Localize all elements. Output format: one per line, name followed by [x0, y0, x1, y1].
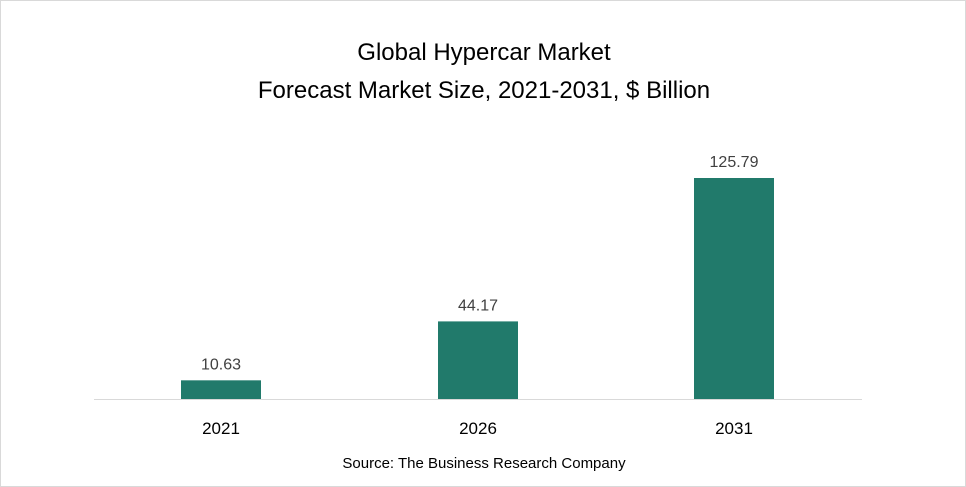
value-label-2026: 44.17 — [458, 297, 498, 314]
bar-2021 — [181, 380, 261, 399]
x-tick-label-2026: 2026 — [459, 419, 497, 438]
value-labels-group: 10.63 44.17 125.79 — [201, 154, 759, 373]
x-tick-label-2031: 2031 — [715, 419, 753, 438]
value-label-2031: 125.79 — [710, 154, 759, 171]
bars-group — [181, 178, 774, 399]
chart-title-line-1: Global Hypercar Market — [357, 39, 611, 66]
value-label-2021: 10.63 — [201, 356, 241, 373]
bar-2031 — [694, 178, 774, 399]
x-tick-label-2021: 2021 — [202, 419, 240, 438]
chart-title-line-2: Forecast Market Size, 2021-2031, $ Billi… — [257, 77, 711, 104]
category-labels-group: 2021 2026 2031 — [202, 419, 753, 438]
source-note: Source: The Business Research Company — [342, 455, 626, 472]
bar-2026 — [438, 321, 518, 399]
